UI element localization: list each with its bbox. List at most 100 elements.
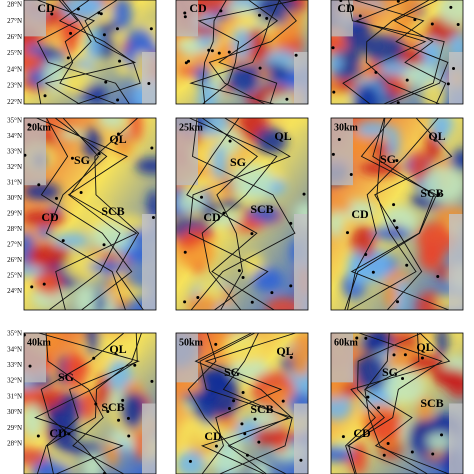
fault-line [353, 0, 449, 104]
region-label: CD [353, 426, 371, 440]
anomaly-blob [194, 64, 211, 88]
fault-line [199, 333, 293, 474]
topography-mask [331, 118, 353, 186]
anomaly-blob [87, 260, 130, 274]
station-dot [289, 355, 293, 359]
latitude-label: 26°N [7, 33, 22, 41]
station-dot [281, 399, 285, 403]
panel-frame [330, 332, 464, 474]
anomaly-blob [207, 380, 241, 418]
fault-line [34, 333, 138, 474]
anomaly-blob [422, 167, 463, 203]
anomaly-blob [59, 129, 85, 140]
anomaly-blob [82, 453, 103, 474]
station-dot [250, 300, 254, 304]
station-dot [43, 94, 47, 98]
station-dot [115, 27, 119, 31]
depth-label: 20km [27, 122, 52, 133]
topography-mask [294, 214, 308, 310]
panel-frame [175, 332, 309, 474]
station-dot [339, 0, 343, 3]
station-dot [228, 139, 232, 143]
region-label: SCB [420, 186, 443, 200]
anomaly-blob [52, 232, 89, 248]
anomaly-blob [96, 372, 111, 410]
station-dot [69, 31, 73, 35]
anomaly-blob [34, 270, 64, 295]
anomaly-blob [219, 199, 244, 210]
station-dot [188, 459, 192, 463]
station-dot [61, 239, 65, 243]
fault-line [345, 333, 451, 474]
fault-line [36, 118, 129, 310]
station-dot [227, 50, 231, 54]
station-dot [27, 123, 31, 127]
velocity-anomaly [176, 0, 308, 104]
fault-line [40, 118, 133, 310]
topography-mask [24, 333, 46, 383]
station-dot [430, 22, 434, 26]
station-dot [232, 399, 236, 403]
fault-line [45, 118, 126, 310]
station-dot [299, 458, 303, 462]
fault-line [36, 333, 140, 474]
station-dot [241, 391, 245, 395]
anomaly-blob [438, 0, 463, 26]
station-dot [151, 215, 155, 219]
anomaly-blob [226, 416, 240, 432]
fault-line [344, 118, 438, 310]
station-dot [207, 48, 211, 52]
station-dot [270, 291, 274, 295]
anomaly-blob [426, 432, 452, 450]
latitude-label: 29°N [7, 210, 22, 218]
anomaly-blob [59, 443, 103, 455]
latitude-label: 24°N [7, 287, 22, 295]
station-dot [121, 398, 125, 402]
panel-frame [23, 332, 157, 474]
latitude-label: 31°N [7, 392, 22, 400]
station-dot [42, 282, 46, 286]
fault-line [190, 118, 296, 310]
station-dot [237, 269, 241, 273]
station-dot [70, 156, 74, 160]
fault-line [194, 333, 293, 474]
anomaly-blob [263, 388, 295, 404]
station-dot [102, 243, 106, 247]
station-dot [253, 417, 257, 421]
region-label: CD [37, 1, 55, 15]
station-dot [437, 193, 441, 197]
anomaly-blob [448, 34, 463, 58]
latitude-label: 24°N [7, 65, 22, 73]
region-label: SCB [250, 202, 273, 216]
region-label: CD [41, 210, 59, 224]
topography-mask [176, 118, 198, 186]
fault-line [188, 118, 291, 310]
region-label: SCB [101, 204, 124, 218]
anomaly-blob [370, 226, 413, 240]
anomaly-blob [96, 21, 121, 34]
station-dot [240, 422, 244, 426]
fault-line [348, 333, 422, 474]
anomaly-blob [227, 63, 258, 95]
fault-line [186, 118, 275, 310]
station-dot [452, 67, 456, 71]
depth-label: 60km [334, 337, 359, 348]
station-dot [364, 252, 368, 256]
station-dot [214, 444, 218, 448]
velocity-anomaly [24, 118, 156, 310]
station-dot [265, 16, 269, 20]
region-label: QL [428, 129, 445, 143]
anomaly-blob [180, 418, 210, 452]
anomaly-blob [24, 403, 44, 439]
fault-line [393, 0, 447, 104]
anomaly-blob [257, 66, 271, 81]
anomaly-blob [129, 118, 143, 143]
fault-line [44, 0, 137, 104]
topography-mask [24, 118, 46, 186]
depth-label: 25km [179, 122, 204, 133]
anomaly-blob [331, 54, 343, 72]
topography-mask [449, 214, 463, 310]
station-dot [377, 406, 381, 410]
anomaly-blob [74, 285, 98, 310]
station-dot [289, 284, 293, 288]
